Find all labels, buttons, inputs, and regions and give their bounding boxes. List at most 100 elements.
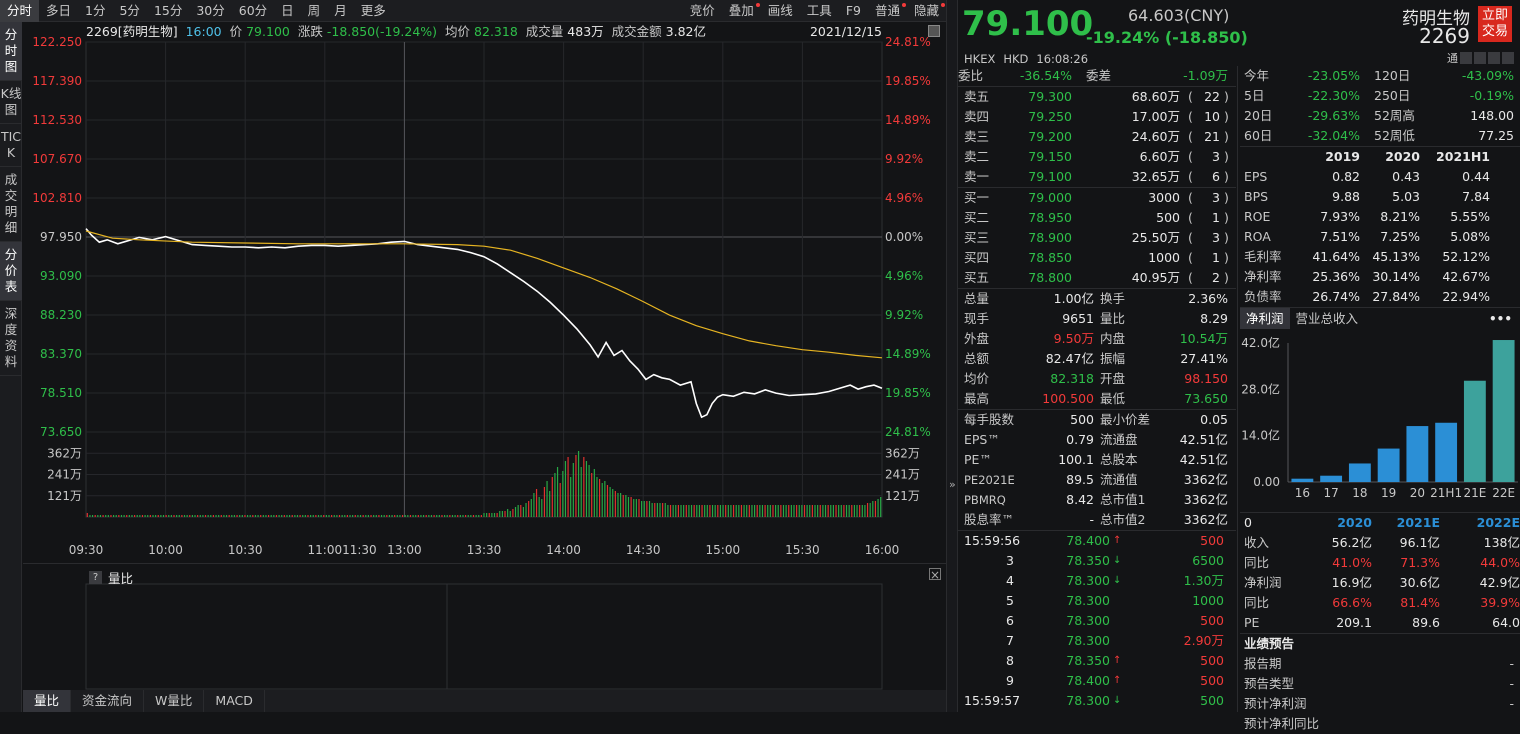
forecast-value: 41.0% — [1332, 555, 1372, 570]
toolbar-tool-6[interactable]: 隐藏 — [907, 0, 946, 22]
bar-y-tick: 28.0亿 — [1241, 381, 1280, 396]
tick-price: 78.300 — [1066, 573, 1110, 588]
trade-now-button[interactable]: 立即交易 — [1478, 6, 1512, 42]
sidebar-item-3[interactable]: 成交明细 — [0, 167, 22, 242]
collapse-arrow-icon[interactable]: » — [949, 478, 956, 491]
forecast-value: 209.1 — [1336, 615, 1372, 630]
toolbar-tool-5[interactable]: 普通 — [868, 0, 907, 22]
period-tab-4[interactable]: 15分 — [153, 2, 183, 18]
tick-time: 4 — [1006, 573, 1014, 588]
period-tab-0[interactable]: 分时 — [0, 0, 40, 22]
y-pct-tick: 14.89% — [885, 347, 931, 361]
vol-tick-left: 241万 — [47, 468, 82, 482]
bell-icon[interactable] — [1488, 52, 1500, 64]
perf-value: 77.25 — [1478, 128, 1514, 143]
fin-value: 41.64% — [1312, 249, 1360, 264]
indicator-tab-0[interactable]: 量比 — [23, 690, 72, 712]
bid-row[interactable]: 买二 78.950 500(1) — [958, 208, 1236, 228]
profit-tab-0[interactable]: 净利润 — [1240, 308, 1290, 329]
toolbar-tool-0[interactable]: 竞价 — [689, 2, 715, 18]
fin-value: 0.44 — [1462, 169, 1490, 184]
ask-volume: 24.60万 — [1131, 129, 1180, 144]
profit-bar — [1435, 422, 1458, 482]
forecast-year: 2020 — [1337, 515, 1372, 530]
sidebar-item-4[interactable]: 分价表 — [0, 242, 22, 301]
quote-cny: 64.603(CNY) — [1128, 6, 1230, 25]
toolbar-tool-1[interactable]: 叠加 — [722, 0, 761, 22]
bid-label: 买一 — [964, 190, 990, 205]
tick-time: 7 — [1006, 633, 1014, 648]
profit-tab-1[interactable]: 营业总收入 — [1295, 311, 1359, 326]
period-tab-3[interactable]: 5分 — [119, 2, 140, 18]
stock-code-name: 2269[药明生物] — [86, 24, 178, 39]
info-amount: 3.82亿 — [665, 24, 706, 39]
indicator-tab-2[interactable]: W量比 — [144, 690, 205, 712]
share-icon[interactable] — [1460, 52, 1472, 64]
stat-row: PE2021E 89.5 流通值 3362亿 — [958, 470, 1236, 490]
bar-x-tick: 18 — [1352, 486, 1367, 500]
yeji-value: - — [1509, 676, 1514, 691]
indicator-tab-3[interactable]: MACD — [204, 690, 265, 712]
tick-volume: 6500 — [1192, 553, 1224, 568]
ask-price: 79.150 — [1028, 149, 1072, 164]
y-pct-tick: 19.85% — [885, 74, 931, 88]
perf-row: 5日 -22.30% 250日 -0.19% — [1240, 86, 1520, 106]
sidebar-item-0[interactable]: 分时图 — [0, 22, 22, 81]
period-tab-8[interactable]: 周 — [307, 2, 321, 18]
period-tab-7[interactable]: 日 — [281, 2, 294, 18]
ask-row[interactable]: 卖二 79.150 6.60万(3) — [958, 147, 1236, 167]
bar-x-tick: 19 — [1381, 486, 1396, 500]
period-tab-6[interactable]: 60分 — [238, 2, 268, 18]
toolbar-tool-3[interactable]: 工具 — [806, 2, 832, 18]
tick-time: 8 — [1006, 653, 1014, 668]
intraday-chart[interactable]: 122.250 24.81% 117.390 19.85% 112.530 14.89% 1… — [23, 22, 946, 562]
panel-splitter[interactable]: » — [946, 0, 958, 712]
close-pane-icon[interactable]: × — [929, 568, 941, 582]
ask-price: 79.300 — [1028, 89, 1072, 104]
period-tab-1[interactable]: 多日 — [46, 2, 72, 18]
more-icon[interactable]: ••• — [1488, 312, 1512, 326]
ask-row[interactable]: 卖四 79.250 17.00万(10) — [958, 107, 1236, 127]
forecast-value: 138亿 — [1483, 535, 1520, 550]
ask-row[interactable]: 卖一 79.100 32.65万(6) — [958, 167, 1236, 187]
add-icon[interactable] — [1502, 52, 1514, 64]
bid-count: 2 — [1212, 270, 1220, 285]
tick-row: 15:59:57 78.300 ↓ 500 — [958, 691, 1236, 711]
period-tab-5[interactable]: 30分 — [196, 2, 225, 18]
tick-price: 78.350 — [1066, 653, 1110, 668]
bid-row[interactable]: 买五 78.800 40.95万(2) — [958, 268, 1236, 288]
profit-bar — [1377, 448, 1400, 482]
ask-row[interactable]: 卖三 79.200 24.60万(21) — [958, 127, 1236, 147]
fin-row: 净利率 25.36% 30.14% 42.67% — [1240, 267, 1520, 287]
toolbar-tool-2[interactable]: 画线 — [767, 2, 793, 18]
profit-bar — [1492, 340, 1515, 482]
arrow-down-icon: ↓ — [1113, 695, 1122, 706]
period-tab-2[interactable]: 1分 — [85, 2, 106, 18]
sidebar-item-2[interactable]: TICK — [0, 124, 22, 167]
x-tick: 10:30 — [228, 543, 263, 557]
perf-value: -0.19% — [1469, 88, 1514, 103]
bid-row[interactable]: 买四 78.850 1000(1) — [958, 248, 1236, 268]
bid-count: 3 — [1212, 230, 1220, 245]
chart-settings-icon[interactable] — [928, 25, 940, 37]
y-pct-tick: 0.00% — [885, 230, 923, 244]
alert-icon[interactable] — [1474, 52, 1486, 64]
period-tab-10[interactable]: 更多 — [360, 2, 386, 18]
sidebar-item-1[interactable]: K线图 — [0, 81, 22, 124]
fin-label: 负债率 — [1244, 289, 1282, 304]
x-tick: 15:00 — [706, 543, 741, 557]
help-icon[interactable]: ? — [89, 571, 102, 584]
ask-row[interactable]: 卖五 79.300 68.60万(22) — [958, 87, 1236, 107]
fin-value: 5.03 — [1392, 189, 1420, 204]
y-price-tick: 102.810 — [32, 191, 82, 205]
bid-row[interactable]: 买三 78.900 25.50万(3) — [958, 228, 1236, 248]
stat-value: 10.54万 — [1179, 331, 1228, 346]
indicator-tab-1[interactable]: 资金流向 — [71, 690, 145, 712]
toolbar-tool-4[interactable]: F9 — [845, 2, 861, 18]
perf-value: -23.05% — [1307, 68, 1360, 83]
sidebar-item-5[interactable]: 深度资料 — [0, 301, 22, 376]
bid-row[interactable]: 买一 79.000 3000(3) — [958, 188, 1236, 208]
period-tab-9[interactable]: 月 — [334, 2, 347, 18]
fin-row: EPS 0.82 0.43 0.44 — [1240, 167, 1520, 187]
arrow-down-icon: ↓ — [1113, 555, 1122, 566]
